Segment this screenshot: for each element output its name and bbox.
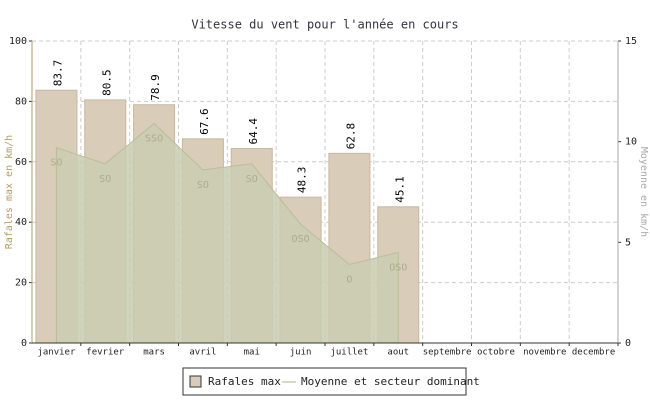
x-tick-label: fevrier	[86, 348, 125, 358]
data-label: 64.4	[247, 118, 260, 145]
y2-tick-label: 15	[625, 36, 637, 47]
chart-title: Vitesse du vent pour l'année en cours	[191, 18, 458, 32]
y-axis-label: Rafales max en km/h	[4, 135, 15, 249]
data-label: 78.9	[149, 74, 162, 101]
data-label: 48.3	[296, 167, 309, 194]
x-tick-label: janvier	[37, 348, 76, 358]
data-label: 62.8	[344, 123, 357, 150]
x-tick-label: aout	[387, 348, 409, 358]
y2-tick-label: 10	[625, 137, 637, 148]
y-tick-label: 80	[15, 96, 27, 107]
y-tick-label: 40	[15, 217, 27, 228]
data-label: 83.7	[51, 60, 64, 87]
y-tick-label: 20	[15, 278, 27, 289]
direction-label: O	[346, 274, 352, 285]
direction-label: SO	[50, 158, 62, 169]
direction-label: OSO	[292, 234, 310, 245]
x-tick-label: mai	[244, 348, 260, 358]
y-tick-label: 0	[21, 338, 27, 349]
data-label: 67.6	[198, 108, 211, 135]
x-tick-label: avril	[189, 348, 216, 358]
legend-box	[182, 367, 467, 396]
data-label: 45.1	[393, 176, 406, 203]
data-label: 80.5	[100, 69, 113, 96]
x-tick-label: septembre	[423, 348, 472, 358]
x-tick-label: novembre	[523, 348, 566, 358]
x-tick-label: octobre	[477, 348, 515, 358]
x-tick-label: decembre	[572, 348, 615, 358]
direction-label: SSO	[145, 134, 163, 145]
y2-axis-label: Moyenne en km/h	[638, 147, 649, 237]
legend-label: Moyenne et secteur dominant	[301, 375, 480, 388]
y-tick-label: 100	[9, 36, 27, 47]
x-tick-label: juin	[290, 348, 312, 358]
legend-swatch	[189, 375, 202, 388]
y-tick-label: 60	[15, 157, 27, 168]
direction-label: SO	[197, 180, 209, 191]
y2-tick-label: 0	[625, 338, 631, 349]
direction-label: SO	[99, 174, 111, 185]
x-tick-label: mars	[143, 348, 165, 358]
x-tick-label: juillet	[330, 348, 368, 358]
y2-tick-label: 5	[625, 237, 631, 248]
direction-label: OSO	[389, 262, 407, 273]
direction-label: SO	[246, 174, 258, 185]
legend-label: Rafales max	[208, 375, 281, 388]
